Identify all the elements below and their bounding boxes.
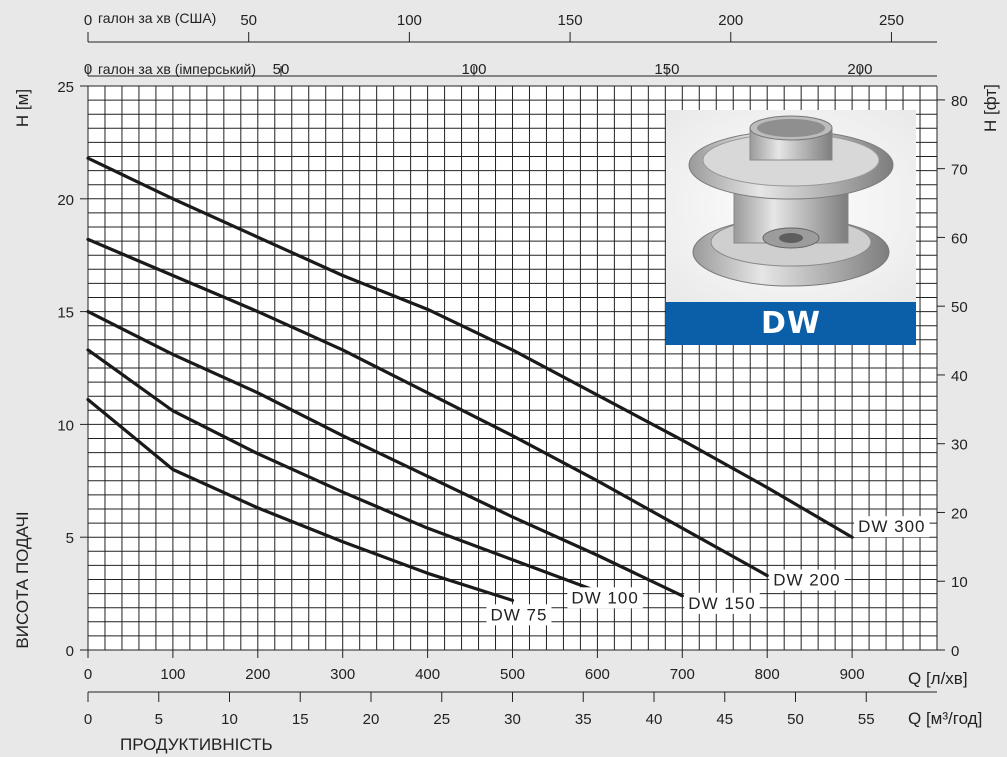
x-top2-tick-label: 150 [654,61,679,78]
x-top1-tick-label: 150 [558,12,583,29]
y2-tick-label: 30 [951,437,968,454]
curve-line [86,397,515,602]
y2-tick-label: 60 [951,230,968,247]
y2-tick-label: 80 [951,93,968,110]
y2-tick-label: 0 [951,643,959,660]
curve-label: DW 300 [858,517,925,536]
x-top1-tick-label: 50 [240,12,257,29]
x-top2-tick-label: 200 [847,61,872,78]
curves [86,156,854,602]
y2-tick-label: 10 [951,574,968,591]
product-photo: DW [666,110,916,345]
x2-tick-label: 10 [221,711,238,728]
x-top1-tick-label: 250 [879,12,904,29]
x2-tick-label: 50 [787,711,804,728]
y2-axis-title: H [фт] [981,84,1000,132]
y2-tick-label: 50 [951,299,968,316]
x-tick-label: 400 [415,666,440,683]
curve-label-bg [854,516,930,538]
curve-line [86,310,684,598]
y-tick-label: 5 [66,530,74,547]
y2-tick-label: 40 [951,368,968,385]
x2-tick-label: 15 [292,711,309,728]
x-top1-tick-label: 100 [397,12,422,29]
x-top2-tick-label: 50 [273,61,290,78]
x2-tick-label: 35 [575,711,592,728]
x2-tick-label: 55 [858,711,875,728]
x-top2-tick-label: 0 [84,61,92,78]
y-tick-label: 0 [66,643,74,660]
x-top1-title: галон за хв (США) [98,10,216,26]
x-tick-label: 600 [585,666,610,683]
x2-tick-label: 5 [155,711,163,728]
y2-tick-label: 20 [951,505,968,522]
x-top2-tick-label: 100 [461,61,486,78]
x2-tick-label: 0 [84,711,92,728]
product-badge: DW [666,302,916,345]
curve-line [86,348,600,593]
product-image-icon [666,110,916,302]
x2-axis-title: Q [м³/год] [908,709,982,728]
y-tick-label: 20 [57,192,74,209]
curve-line [86,156,854,539]
curve-label-bg [486,604,552,626]
curve-label: DW 200 [773,571,840,590]
x2-tick-label: 25 [433,711,450,728]
curve-label: DW 75 [491,605,548,624]
y-tick-label: 10 [57,417,74,434]
curve-label: DW 150 [688,594,755,613]
x-tick-label: 500 [500,666,525,683]
x-tick-label: 0 [84,666,92,683]
y-tick-label: 15 [57,305,74,322]
x-tick-label: 200 [245,666,270,683]
x-tick-label: 300 [330,666,355,683]
x-tick-label: 900 [840,666,865,683]
bottom-title: ПРОДУКТИВНІСТЬ [120,735,273,754]
x-tick-label: 700 [670,666,695,683]
x-axis-title: Q [л/хв] [908,669,968,688]
x-top2-title: галон за хв (імперський) [98,61,256,77]
axes [80,32,945,702]
x-top1-tick-label: 200 [718,12,743,29]
x2-tick-label: 40 [646,711,663,728]
x2-tick-label: 20 [363,711,380,728]
product-badge-label: DW [761,306,821,341]
x2-tick-label: 30 [504,711,521,728]
x-tick-label: 800 [755,666,780,683]
y2-tick-label: 70 [951,162,968,179]
x2-tick-label: 45 [716,711,733,728]
curve-label: DW 100 [571,588,638,607]
curve-label-bg [567,587,643,609]
curve-label-bg [769,569,845,591]
curve-label-bg [684,592,760,614]
y-axis-title: H [м] [13,89,32,127]
x-top1-tick-label: 0 [84,12,92,29]
curve-line [86,237,769,578]
y-tick-label: 25 [57,79,74,96]
x-tick-label: 100 [160,666,185,683]
side-title: ВИСОТА ПОДАЧІ [13,511,32,648]
